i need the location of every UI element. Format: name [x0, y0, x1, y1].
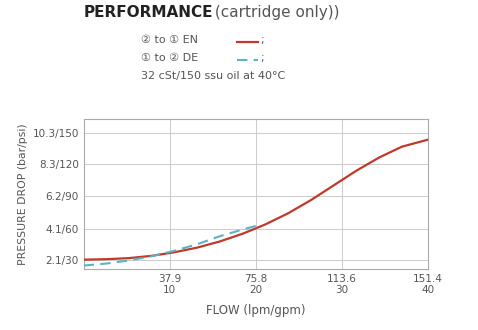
- Text: (cartridge only)): (cartridge only)): [210, 5, 340, 20]
- Text: ;: ;: [261, 35, 264, 45]
- Y-axis label: PRESSURE DROP (bar/psi): PRESSURE DROP (bar/psi): [18, 123, 28, 265]
- X-axis label: FLOW (lpm/gpm): FLOW (lpm/gpm): [206, 304, 305, 317]
- Text: PERFORMANCE: PERFORMANCE: [84, 5, 213, 20]
- Text: 32 cSt/150 ssu oil at 40°C: 32 cSt/150 ssu oil at 40°C: [141, 71, 285, 81]
- Text: ;: ;: [261, 53, 264, 63]
- Text: ① to ② DE: ① to ② DE: [141, 53, 198, 63]
- Text: ② to ① EN: ② to ① EN: [141, 35, 198, 45]
